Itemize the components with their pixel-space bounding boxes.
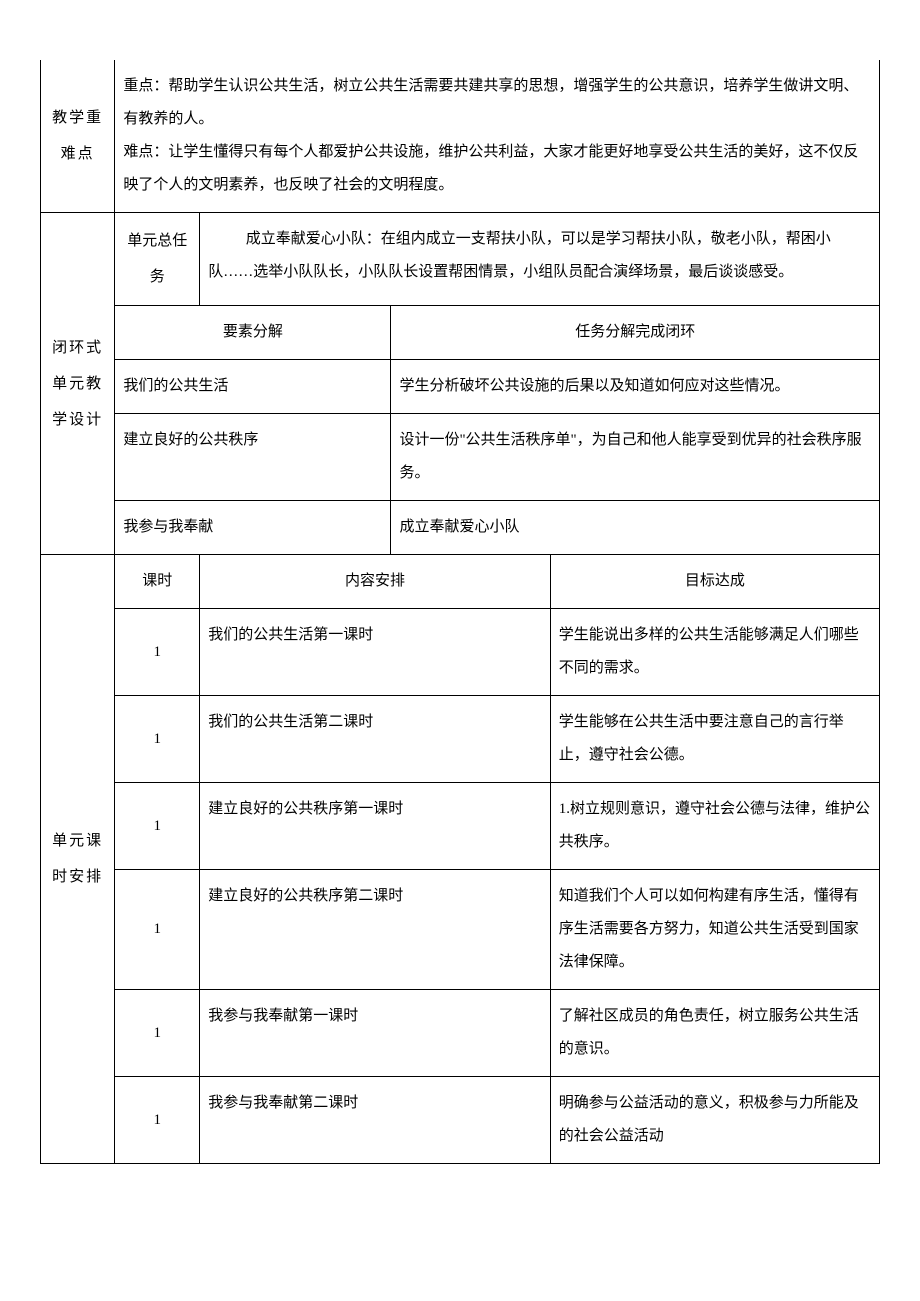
table-row: 1 我参与我奉献第一课时 了解社区成员的角色责任，树立服务公共生活的意识。 bbox=[41, 990, 880, 1077]
table-row: 1 我们的公共生活第二课时 学生能够在公共生活中要注意自己的言行举止，遵守社会公… bbox=[41, 696, 880, 783]
lesson-cell: 1 bbox=[115, 1077, 200, 1164]
header-element-decomp: 要素分解 bbox=[115, 306, 391, 360]
element-cell: 我参与我奉献 bbox=[115, 501, 391, 555]
element-cell: 我们的公共生活 bbox=[115, 360, 391, 414]
lesson-cell: 1 bbox=[115, 870, 200, 990]
content-cell: 建立良好的公共秩序第一课时 bbox=[200, 783, 550, 870]
section-label: 闭环式单元教学设计 bbox=[41, 213, 115, 555]
keypoint-text: 重点：帮助学生认识公共生活，树立公共生活需要共建共享的思想，增强学生的公共意识，… bbox=[123, 70, 871, 136]
header-content: 内容安排 bbox=[200, 555, 550, 609]
content-cell: 我参与我奉献第一课时 bbox=[200, 990, 550, 1077]
goal-cell: 学生能够在公共生活中要注意自己的言行举止，遵守社会公德。 bbox=[550, 696, 879, 783]
table-row: 闭环式单元教学设计 单元总任务 成立奉献爱心小队：在组内成立一支帮扶小队，可以是… bbox=[41, 213, 880, 306]
table-row: 我参与我奉献 成立奉献爱心小队 bbox=[41, 501, 880, 555]
table-row: 1 建立良好的公共秩序第二课时 知道我们个人可以如何构建有序生活，懂得有序生活需… bbox=[41, 870, 880, 990]
element-cell: 建立良好的公共秩序 bbox=[115, 414, 391, 501]
lesson-cell: 1 bbox=[115, 990, 200, 1077]
table-row: 我们的公共生活 学生分析破坏公共设施的后果以及知道如何应对这些情况。 bbox=[41, 360, 880, 414]
table-row: 教学重难点 重点：帮助学生认识公共生活，树立公共生活需要共建共享的思想，增强学生… bbox=[41, 60, 880, 213]
lesson-plan-table: 教学重难点 重点：帮助学生认识公共生活，树立公共生活需要共建共享的思想，增强学生… bbox=[40, 60, 880, 1164]
content-cell: 我们的公共生活第一课时 bbox=[200, 609, 550, 696]
table-row: 要素分解 任务分解完成闭环 bbox=[41, 306, 880, 360]
table-row: 1 建立良好的公共秩序第一课时 1.树立规则意识，遵守社会公德与法律，维护公共秩… bbox=[41, 783, 880, 870]
section-label: 单元课时安排 bbox=[41, 555, 115, 1164]
content-cell: 我们的公共生活第二课时 bbox=[200, 696, 550, 783]
section-label: 教学重难点 bbox=[41, 60, 115, 213]
table-row: 单元课时安排 课时 内容安排 目标达成 bbox=[41, 555, 880, 609]
table-row: 1 我参与我奉献第二课时 明确参与公益活动的意义，积极参与力所能及的社会公益活动 bbox=[41, 1077, 880, 1164]
goal-cell: 1.树立规则意识，遵守社会公德与法律，维护公共秩序。 bbox=[550, 783, 879, 870]
lesson-cell: 1 bbox=[115, 609, 200, 696]
task-cell: 设计一份"公共生活秩序单"，为自己和他人能享受到优异的社会秩序服务。 bbox=[391, 414, 880, 501]
table-row: 建立良好的公共秩序 设计一份"公共生活秩序单"，为自己和他人能享受到优异的社会秩… bbox=[41, 414, 880, 501]
unit-task-label: 单元总任务 bbox=[115, 213, 200, 306]
content-cell: 建立良好的公共秩序第二课时 bbox=[200, 870, 550, 990]
goal-cell: 学生能说出多样的公共生活能够满足人们哪些不同的需求。 bbox=[550, 609, 879, 696]
goal-cell: 明确参与公益活动的意义，积极参与力所能及的社会公益活动 bbox=[550, 1077, 879, 1164]
lesson-cell: 1 bbox=[115, 783, 200, 870]
header-goal: 目标达成 bbox=[550, 555, 879, 609]
content-cell: 我参与我奉献第二课时 bbox=[200, 1077, 550, 1164]
table-row: 1 我们的公共生活第一课时 学生能说出多样的公共生活能够满足人们哪些不同的需求。 bbox=[41, 609, 880, 696]
goal-cell: 知道我们个人可以如何构建有序生活，懂得有序生活需要各方努力，知道公共生活受到国家… bbox=[550, 870, 879, 990]
header-lesson: 课时 bbox=[115, 555, 200, 609]
header-task-closure: 任务分解完成闭环 bbox=[391, 306, 880, 360]
difficulty-text: 难点：让学生懂得只有每个人都爱护公共设施，维护公共利益，大家才能更好地享受公共生… bbox=[123, 136, 871, 202]
task-cell: 学生分析破坏公共设施的后果以及知道如何应对这些情况。 bbox=[391, 360, 880, 414]
lesson-cell: 1 bbox=[115, 696, 200, 783]
task-cell: 成立奉献爱心小队 bbox=[391, 501, 880, 555]
goal-cell: 了解社区成员的角色责任，树立服务公共生活的意识。 bbox=[550, 990, 879, 1077]
keypoint-cell: 重点：帮助学生认识公共生活，树立公共生活需要共建共享的思想，增强学生的公共意识，… bbox=[115, 60, 880, 213]
unit-task-text: 成立奉献爱心小队：在组内成立一支帮扶小队，可以是学习帮扶小队，敬老小队，帮困小队… bbox=[200, 213, 880, 306]
